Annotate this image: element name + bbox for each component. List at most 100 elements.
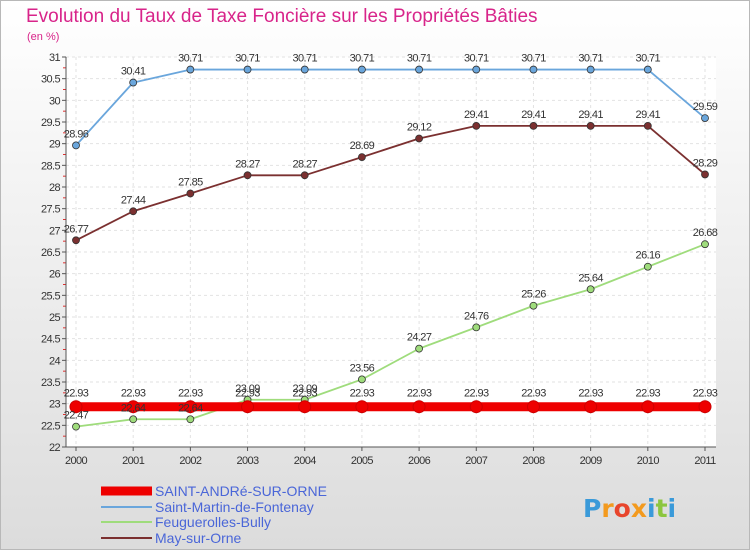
data-label: 30.71 <box>178 53 203 65</box>
data-label: 27.85 <box>178 177 203 189</box>
data-label: 28.29 <box>693 157 718 169</box>
data-label: 28.27 <box>292 158 317 170</box>
data-label: 30.71 <box>521 53 546 65</box>
data-label: 22.47 <box>64 410 89 422</box>
data-point <box>698 400 712 414</box>
data-point <box>472 323 481 332</box>
logo-letter: o <box>614 494 631 523</box>
data-point <box>300 171 309 180</box>
y-tick-label: 30.5 <box>41 74 60 86</box>
data-label: 22.64 <box>178 402 203 414</box>
x-tick-label: 2001 <box>122 455 145 467</box>
data-point <box>415 134 423 143</box>
data-label: 29.41 <box>636 109 661 121</box>
data-point <box>529 65 538 74</box>
data-point <box>586 122 595 130</box>
data-label: 23.56 <box>350 362 375 374</box>
axes: 22 22.5 23 23.5 24 24.5 25 25.5 26 26.5 27 27.5 28 28… <box>41 52 717 467</box>
chart-subtitle: (en %) <box>27 31 59 43</box>
data-point <box>643 65 652 74</box>
x-tick-label: 2009 <box>580 455 603 467</box>
data-label: 30.71 <box>235 53 260 65</box>
data-point <box>415 344 423 353</box>
data-point <box>415 65 423 74</box>
data-label: 22.93 <box>693 388 718 400</box>
data-label: 28.96 <box>64 128 89 140</box>
data-label: 22.93 <box>121 388 146 400</box>
x-tick-label: 2006 <box>408 455 431 467</box>
y-tick-label: 27 <box>49 225 61 237</box>
data-point <box>526 400 540 414</box>
data-point <box>529 122 538 130</box>
data-point <box>186 189 195 198</box>
x-tick-label: 2010 <box>637 455 660 467</box>
y-tick-label: 28.5 <box>41 160 60 172</box>
y-tick-label: 22 <box>49 442 61 454</box>
data-point <box>72 236 80 245</box>
data-point <box>298 400 312 414</box>
proxiti-logo: Proxiti <box>583 494 676 523</box>
data-label: 29.59 <box>693 101 718 113</box>
y-tick-label: 25.5 <box>41 290 60 302</box>
data-label: 25.64 <box>578 272 603 284</box>
series-group: 22.93 22.93 22.93 22.93 22.93 22.93 22.93 22.93… <box>64 53 718 431</box>
logo-letter: i <box>668 494 677 523</box>
data-label: 30.71 <box>292 53 317 65</box>
series-labels-3: 26.77 27.44 27.85 28.27 28.27 28.69 29.12 29.41… <box>64 109 719 235</box>
data-label: 24.76 <box>464 310 489 322</box>
data-point <box>186 415 195 424</box>
series-2 <box>72 240 709 431</box>
data-point <box>300 65 309 74</box>
data-point <box>641 400 655 414</box>
data-label: 27.44 <box>121 194 146 206</box>
data-label: 22.93 <box>636 388 661 400</box>
data-label: 28.27 <box>235 158 260 170</box>
data-point <box>701 170 709 179</box>
logo-letter: x <box>631 494 647 523</box>
data-point <box>701 114 709 122</box>
x-tick-label: 2003 <box>237 455 260 467</box>
data-label: 29.41 <box>521 109 546 121</box>
series-labels-1: 28.96 30.41 30.71 30.71 30.71 30.71 30.71 30.71… <box>64 53 719 141</box>
y-tick-label: 24 <box>49 355 61 367</box>
logo-letter: t <box>656 494 668 523</box>
data-point <box>358 65 366 74</box>
series-1 <box>72 65 709 150</box>
x-tick-label: 2008 <box>522 455 545 467</box>
data-point <box>129 78 138 87</box>
series-line <box>75 68 706 147</box>
legend-label: Feuguerolles-Bully <box>155 514 271 530</box>
data-point <box>472 65 481 74</box>
data-point <box>243 65 252 74</box>
data-point <box>472 122 481 130</box>
y-tick-label: 28 <box>49 182 61 194</box>
data-point <box>358 153 366 162</box>
legend-label: Saint-Martin-de-Fontenay <box>155 499 314 515</box>
data-label: 26.16 <box>636 250 661 262</box>
data-point <box>183 400 197 414</box>
data-label: 29.12 <box>407 121 432 133</box>
data-label: 30.71 <box>464 53 489 65</box>
data-point <box>586 285 595 294</box>
data-point <box>529 301 538 310</box>
legend-label: May-sur-Orne <box>155 530 242 546</box>
data-label: 23.09 <box>235 383 260 395</box>
series-3 <box>72 122 709 245</box>
data-point <box>241 400 255 414</box>
x-tick-label: 2011 <box>694 455 716 467</box>
data-point <box>355 400 369 414</box>
data-point <box>643 262 652 271</box>
x-tick-label: 2004 <box>294 455 317 467</box>
data-label: 22.93 <box>521 388 546 400</box>
logo-letter: i <box>647 494 656 523</box>
y-tick-label: 23 <box>49 399 61 411</box>
data-label: 24.27 <box>407 332 432 344</box>
data-label: 22.93 <box>64 388 89 400</box>
data-point <box>243 171 252 180</box>
y-tick-label: 22.5 <box>41 420 60 432</box>
series-0 <box>69 400 712 414</box>
data-label: 25.26 <box>521 289 546 301</box>
y-tick-label: 29 <box>49 139 61 151</box>
y-tick-label: 23.5 <box>41 377 60 389</box>
